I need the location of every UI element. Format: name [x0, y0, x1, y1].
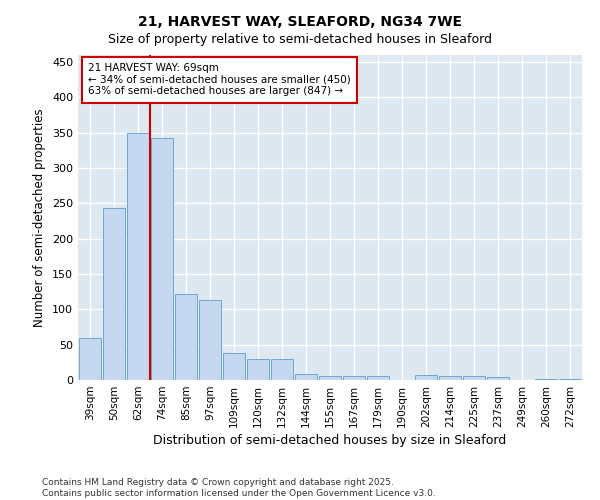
Bar	[151, 138, 173, 380]
Bar	[367, 376, 389, 380]
Text: 21 HARVEST WAY: 69sqm
← 34% of semi-detached houses are smaller (450)
63% of sem: 21 HARVEST WAY: 69sqm ← 34% of semi-deta…	[88, 63, 351, 96]
Y-axis label: Number of semi-detached properties: Number of semi-detached properties	[34, 108, 46, 327]
Bar	[103, 208, 125, 380]
Bar	[559, 378, 581, 380]
X-axis label: Distribution of semi-detached houses by size in Sleaford: Distribution of semi-detached houses by …	[154, 434, 506, 447]
Bar	[319, 376, 341, 380]
Bar	[247, 359, 269, 380]
Bar	[439, 376, 461, 380]
Text: Size of property relative to semi-detached houses in Sleaford: Size of property relative to semi-detach…	[108, 32, 492, 46]
Bar	[487, 377, 509, 380]
Bar	[79, 338, 101, 380]
Bar	[223, 353, 245, 380]
Bar	[127, 132, 149, 380]
Bar	[463, 376, 485, 380]
Bar	[295, 374, 317, 380]
Bar	[199, 300, 221, 380]
Text: 21, HARVEST WAY, SLEAFORD, NG34 7WE: 21, HARVEST WAY, SLEAFORD, NG34 7WE	[138, 15, 462, 29]
Text: Contains HM Land Registry data © Crown copyright and database right 2025.
Contai: Contains HM Land Registry data © Crown c…	[42, 478, 436, 498]
Bar	[343, 376, 365, 380]
Bar	[175, 294, 197, 380]
Title: 21, HARVEST WAY, SLEAFORD, NG34 7WE
Size of property relative to semi-detached h: 21, HARVEST WAY, SLEAFORD, NG34 7WE Size…	[0, 499, 1, 500]
Bar	[415, 375, 437, 380]
Bar	[271, 359, 293, 380]
